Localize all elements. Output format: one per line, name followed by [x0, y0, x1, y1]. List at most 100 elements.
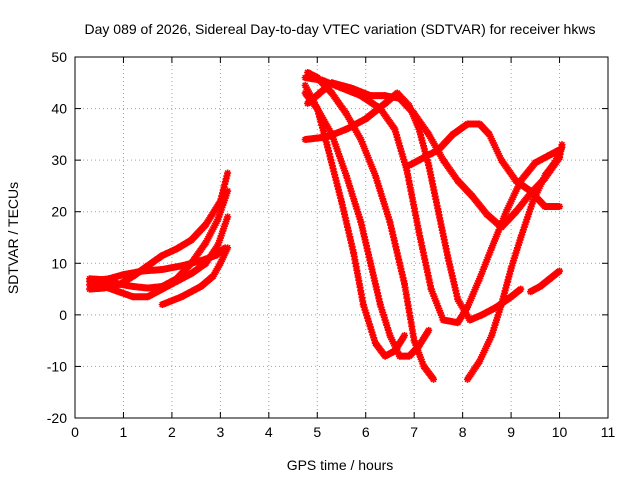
chart-title: Day 089 of 2026, Sidereal Day-to-day VTE…: [85, 21, 596, 37]
data-point: [335, 150, 343, 158]
data-point: [397, 147, 405, 155]
data-point: [398, 150, 406, 158]
data-point: [436, 306, 444, 314]
x-tick-label: 3: [216, 424, 224, 440]
data-point: [492, 319, 500, 327]
data-point: [485, 130, 493, 138]
data-point: [221, 220, 229, 228]
y-tick-label: 0: [59, 307, 67, 323]
data-point: [508, 262, 516, 270]
data-point: [521, 221, 529, 229]
data-series-5: [158, 244, 232, 309]
data-point: [395, 139, 403, 147]
data-point: [382, 205, 390, 213]
data-point: [493, 230, 501, 238]
data-point: [484, 340, 492, 348]
data-point: [430, 292, 438, 300]
x-axis-label: GPS time / hours: [287, 457, 394, 473]
data-point: [409, 330, 417, 338]
data-point: [340, 164, 348, 172]
data-point: [405, 305, 413, 313]
data-point: [482, 344, 490, 352]
data-point: [425, 326, 433, 334]
data-point: [401, 161, 409, 169]
data-point: [358, 138, 366, 146]
data-point: [500, 212, 508, 220]
data-point: [495, 308, 503, 316]
data-point: [368, 163, 376, 171]
data-point: [347, 187, 355, 195]
data-point: [419, 360, 427, 368]
data-series-13: [463, 143, 566, 383]
data-point: [367, 160, 375, 168]
data-point: [477, 355, 485, 363]
data-point: [491, 321, 499, 329]
data-series: [86, 68, 566, 383]
y-tick-label: 10: [51, 255, 67, 271]
data-point: [364, 154, 372, 162]
data-point: [481, 260, 489, 268]
data-point: [526, 205, 534, 213]
y-axis-label: SDTVAR / TECUs: [5, 182, 21, 294]
data-point: [406, 312, 414, 320]
data-point: [431, 295, 439, 303]
y-tick-label: 40: [51, 101, 67, 117]
data-point: [378, 192, 386, 200]
data-point: [354, 210, 362, 218]
data-point: [489, 326, 497, 334]
data-series-12: [405, 120, 564, 211]
data-point: [487, 135, 495, 143]
data-point: [411, 339, 419, 347]
data-point: [427, 285, 435, 293]
data-point: [369, 165, 377, 173]
data-point: [535, 185, 543, 193]
data-point: [367, 325, 375, 333]
data-point: [489, 329, 497, 337]
data-point: [558, 143, 566, 151]
data-point: [515, 239, 523, 247]
data-point: [486, 336, 494, 344]
data-point: [393, 133, 401, 141]
data-point: [471, 286, 479, 294]
data-point: [514, 241, 522, 249]
y-tick-label: -10: [47, 358, 67, 374]
data-point: [401, 283, 409, 291]
data-point: [483, 256, 491, 264]
data-point: [517, 234, 525, 241]
data-point: [488, 331, 496, 339]
data-point: [224, 187, 232, 195]
data-point: [392, 128, 400, 136]
data-point: [490, 239, 498, 247]
data-point: [469, 290, 477, 298]
data-point: [371, 336, 379, 344]
x-tick-label: 10: [552, 424, 568, 440]
data-point: [217, 206, 225, 214]
data-point: [487, 334, 495, 342]
data-point: [494, 311, 502, 319]
data-point: [379, 195, 387, 203]
data-point: [364, 314, 372, 322]
data-point: [536, 182, 544, 190]
data-point: [487, 246, 495, 254]
data-point: [223, 215, 231, 223]
data-point: [224, 244, 232, 252]
data-point: [418, 358, 426, 366]
data-point: [525, 210, 533, 218]
data-point: [363, 151, 371, 159]
data-point: [361, 147, 369, 155]
data-point: [216, 211, 224, 219]
data-point: [330, 138, 338, 146]
data-point: [363, 312, 371, 320]
data-point: [396, 142, 404, 150]
data-point: [437, 311, 445, 319]
data-point: [490, 237, 498, 245]
data-point: [374, 179, 382, 187]
data-point: [416, 353, 424, 361]
data-point: [428, 287, 436, 295]
data-point: [512, 249, 520, 257]
y-tick-label: -20: [47, 410, 67, 426]
data-point: [220, 199, 228, 207]
data-point: [489, 139, 497, 147]
data-point: [501, 210, 509, 218]
data-point: [476, 357, 484, 365]
